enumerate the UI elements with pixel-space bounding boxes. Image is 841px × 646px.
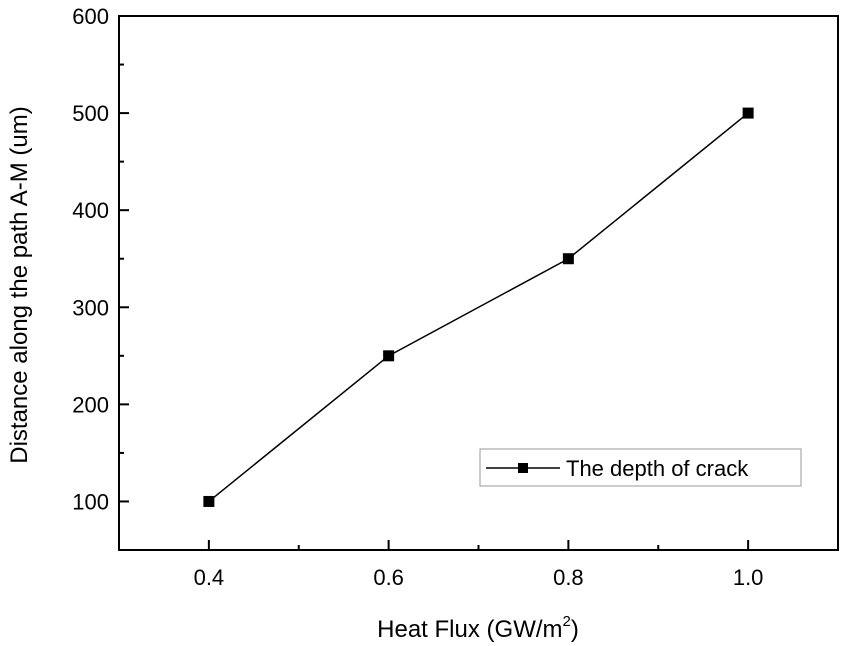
y-tick-label: 500	[72, 101, 109, 126]
y-axis-title: Distance along the path A-M (um)	[6, 106, 33, 464]
x-tick-label: 0.4	[194, 565, 225, 590]
plot-frame	[118, 15, 839, 551]
series-line	[208, 112, 749, 503]
tick-labels: 0.4 0.6 0.8 1.0 100 200 300 400 500 600	[72, 4, 763, 590]
data-point	[742, 107, 754, 119]
series-layer	[203, 107, 754, 507]
data-point	[383, 350, 395, 362]
data-point	[562, 253, 574, 265]
x-axis-title-superscript: 2	[563, 613, 571, 630]
y-tick-label: 300	[72, 295, 109, 320]
legend-label: The depth of crack	[566, 456, 749, 481]
y-tick-label: 200	[72, 392, 109, 417]
x-axis-title: Heat Flux (GW/m2)	[377, 613, 579, 643]
x-tick-label: 0.6	[373, 565, 404, 590]
x-tick-label: 1.0	[733, 565, 764, 590]
x-tick-label: 0.8	[553, 565, 584, 590]
x-axis-title-end: )	[571, 616, 579, 643]
y-tick-label: 400	[72, 198, 109, 223]
y-tick-label: 100	[72, 489, 109, 514]
data-point	[203, 495, 215, 507]
y-tick-label: 600	[72, 4, 109, 29]
legend: The depth of crack	[479, 448, 802, 487]
x-axis-title-main: Heat Flux (GW/m	[377, 616, 562, 643]
legend-marker-sample	[518, 463, 528, 473]
